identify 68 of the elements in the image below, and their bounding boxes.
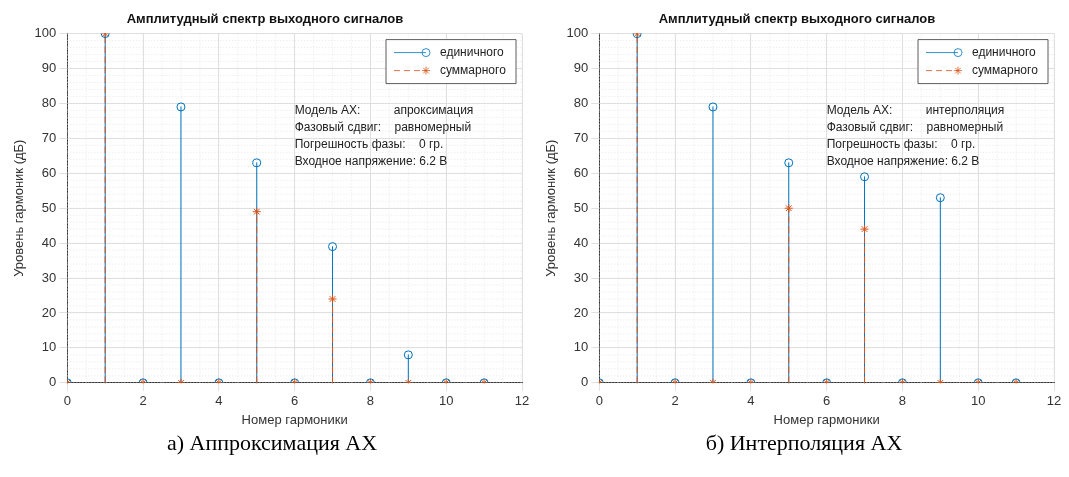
x-tick-label: 2 <box>139 393 147 409</box>
legend-label: суммарного <box>440 62 507 77</box>
x-axis-title: Номер гармоники <box>773 411 880 427</box>
x-tick-label: 6 <box>291 393 299 409</box>
legend-label: суммарного <box>972 62 1039 77</box>
y-tick-label: 10 <box>573 339 589 355</box>
annotation: Модель АХ: апроксимация <box>294 102 474 117</box>
y-axis-title: Уровень гармоник (дБ) <box>543 139 559 277</box>
chart-title: Амплитудный спектр выходного сигналов <box>126 11 404 27</box>
annotation: Входное напряжение: 6.2 В <box>826 153 980 168</box>
text: б) Интерполяция АХ <box>704 430 904 456</box>
x-tick-label: 8 <box>366 393 375 409</box>
y-tick-label: 90 <box>573 60 589 76</box>
annotation: Фазовый сдвиг: равномерный <box>294 119 472 134</box>
y-tick-label: 30 <box>41 269 57 285</box>
point <box>176 102 186 112</box>
y-tick-label: 0 <box>49 374 57 390</box>
text: а) Аппроксимация АХ <box>165 430 379 456</box>
y-tick-label: 70 <box>41 129 57 145</box>
y-tick-label: 100 <box>566 25 589 41</box>
legend-label: единичного <box>972 44 1037 59</box>
y-tick-label: 30 <box>573 269 589 285</box>
y-tick-label: 60 <box>41 164 57 180</box>
y-tick-label: 40 <box>41 234 57 250</box>
point <box>252 158 262 168</box>
y-tick-label: 20 <box>573 304 589 320</box>
x-tick-label: 12 <box>1046 393 1062 409</box>
y-tick-label: 10 <box>41 339 57 355</box>
y-tick-label: 60 <box>573 164 589 180</box>
y-tick-label: 50 <box>573 199 589 215</box>
chart-title: Амплитудный спектр выходного сигналов <box>658 11 936 27</box>
y-tick-label: 100 <box>34 25 57 41</box>
y-tick-label: 80 <box>573 95 589 111</box>
annotation: Фазовый сдвиг: равномерный <box>826 119 1004 134</box>
annotation: Погрешность фазы: 0 гр. <box>294 136 444 151</box>
legend-label: единичного <box>440 44 505 59</box>
x-tick-label: 10 <box>970 393 986 409</box>
point <box>328 242 338 252</box>
point <box>784 158 794 168</box>
y-tick-label: 20 <box>41 304 57 320</box>
point <box>935 193 945 203</box>
x-tick-label: 6 <box>823 393 831 409</box>
x-tick-label: 10 <box>438 393 454 409</box>
y-tick-label: 80 <box>41 95 57 111</box>
x-tick-label: 12 <box>514 393 530 409</box>
x-tick-label: 4 <box>747 393 755 409</box>
x-tick-label: 8 <box>898 393 907 409</box>
point <box>252 207 262 217</box>
y-axis-title: Уровень гармоник (дБ) <box>11 139 27 277</box>
point <box>784 203 794 213</box>
x-tick-label: 4 <box>215 393 223 409</box>
point <box>860 224 870 234</box>
point <box>708 102 718 112</box>
point <box>328 294 338 304</box>
y-tick-label: 50 <box>41 199 57 215</box>
y-tick-label: 40 <box>573 234 589 250</box>
point <box>403 350 413 360</box>
annotation: Погрешность фазы: 0 гр. <box>826 136 976 151</box>
x-tick-label: 0 <box>63 393 71 409</box>
y-tick-label: 70 <box>573 129 589 145</box>
annotation: Модель АХ: интерполяция <box>826 102 1005 117</box>
point <box>860 172 870 182</box>
x-axis-title: Номер гармоники <box>241 411 348 427</box>
y-tick-label: 90 <box>41 60 57 76</box>
annotation: Входное напряжение: 6.2 В <box>294 153 448 168</box>
x-tick-label: 0 <box>595 393 603 409</box>
x-tick-label: 2 <box>671 393 679 409</box>
y-tick-label: 0 <box>581 374 589 390</box>
